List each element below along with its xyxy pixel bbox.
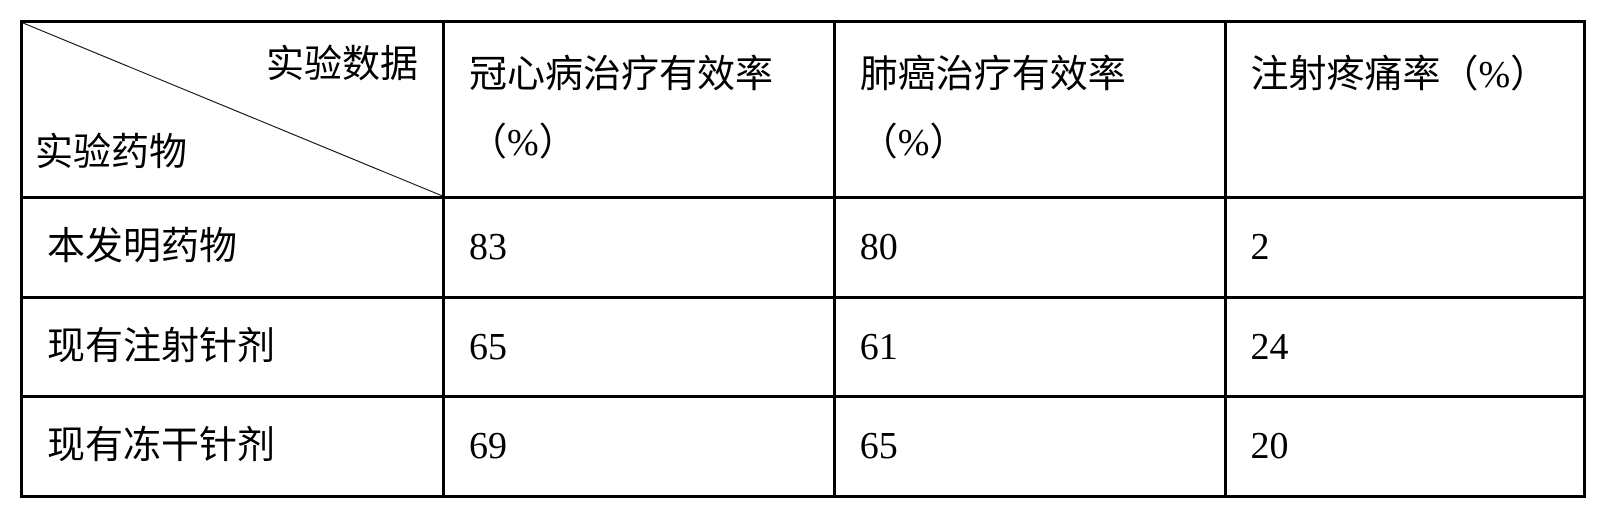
cell-value: 65 [834,397,1225,497]
comparison-table-container: 实验数据 实验药物 冠心病治疗有效率（%） 肺癌治疗有效率（%） 注射疼痛率（%… [20,20,1586,498]
comparison-table: 实验数据 实验药物 冠心病治疗有效率（%） 肺癌治疗有效率（%） 注射疼痛率（%… [20,20,1586,498]
cell-value: 83 [444,197,835,297]
cell-value: 69 [444,397,835,497]
diagonal-header-cell: 实验数据 实验药物 [22,22,444,198]
table-row: 现有冻干针剂 69 65 20 [22,397,1585,497]
table-row: 现有注射针剂 65 61 24 [22,297,1585,397]
column-header: 注射疼痛率（%） [1225,22,1585,198]
table-header-row: 实验数据 实验药物 冠心病治疗有效率（%） 肺癌治疗有效率（%） 注射疼痛率（%… [22,22,1585,198]
column-header: 肺癌治疗有效率（%） [834,22,1225,198]
cell-value: 20 [1225,397,1585,497]
row-label: 现有注射针剂 [22,297,444,397]
cell-value: 61 [834,297,1225,397]
diagonal-bottom-label: 实验药物 [35,123,187,184]
cell-value: 24 [1225,297,1585,397]
cell-value: 65 [444,297,835,397]
column-header: 冠心病治疗有效率（%） [444,22,835,198]
row-label: 本发明药物 [22,197,444,297]
cell-value: 80 [834,197,1225,297]
row-label: 现有冻干针剂 [22,397,444,497]
cell-value: 2 [1225,197,1585,297]
table-row: 本发明药物 83 80 2 [22,197,1585,297]
diagonal-top-label: 实验数据 [266,35,418,96]
